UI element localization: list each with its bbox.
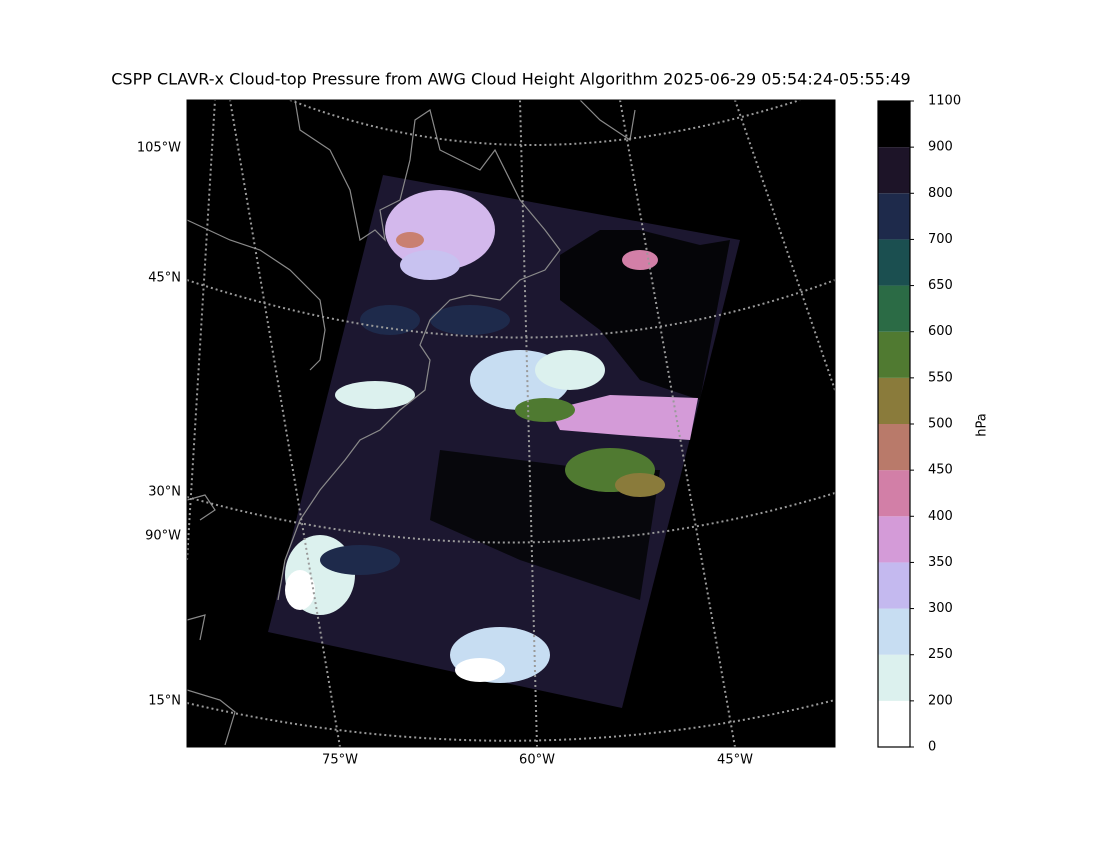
colorbar-label: hPa bbox=[975, 413, 990, 436]
colorbar: 0 200 250 300 350 400 450 500 550 600 650 700 800 900… bbox=[877, 94, 990, 755]
colorbar-tick-label: 1100 bbox=[928, 94, 961, 109]
lon-label: 45°W bbox=[717, 753, 753, 768]
colorbar-segment bbox=[878, 193, 910, 240]
colorbar-tick-label: 700 bbox=[928, 232, 953, 247]
colorbar-tick-label: 550 bbox=[928, 370, 953, 385]
map-labels: 75°W 60°W 45°W 105°W 45°N 30°N 90°W 15°N bbox=[137, 141, 753, 768]
lat-label: 90°W bbox=[145, 529, 181, 544]
title: CSPP CLAVR-x Cloud-top Pressure from AWG… bbox=[111, 70, 910, 89]
map-panel bbox=[186, 99, 836, 748]
colorbar-tick-label: 300 bbox=[928, 601, 953, 616]
colorbar-segment bbox=[878, 608, 910, 655]
colorbar-tick-label: 650 bbox=[928, 278, 953, 293]
graticule bbox=[187, 100, 835, 747]
colorbar-tick-label: 900 bbox=[928, 140, 953, 155]
colorbar-segment bbox=[878, 239, 910, 286]
lat-label: 30°N bbox=[148, 485, 181, 500]
lat-label: 105°W bbox=[137, 141, 181, 156]
colorbar-segment bbox=[878, 331, 910, 378]
colorbar-tick-label: 400 bbox=[928, 509, 953, 524]
lon-label: 60°W bbox=[519, 753, 555, 768]
coastlines bbox=[187, 100, 636, 746]
colorbar-segment bbox=[878, 700, 910, 747]
colorbar-tick-label: 500 bbox=[928, 417, 953, 432]
lat-label: 45°N bbox=[148, 271, 181, 286]
colorbar-tick-label: 250 bbox=[928, 647, 953, 662]
colorbar-tick-label: 0 bbox=[928, 740, 936, 755]
map-frame bbox=[186, 99, 836, 748]
colorbar-tick-label: 600 bbox=[928, 324, 953, 339]
colorbar-segment bbox=[878, 101, 910, 148]
colorbar-segment bbox=[878, 562, 910, 609]
colorbar-segment bbox=[878, 147, 910, 194]
colorbar-tick-label: 800 bbox=[928, 186, 953, 201]
colorbar-tick-label: 350 bbox=[928, 555, 953, 570]
lat-label: 15°N bbox=[148, 694, 181, 709]
colorbar-segment bbox=[878, 516, 910, 563]
lon-label: 75°W bbox=[322, 753, 358, 768]
cloud-features bbox=[285, 190, 730, 683]
colorbar-tick-label: 450 bbox=[928, 463, 953, 478]
colorbar-segment bbox=[878, 377, 910, 424]
colorbar-segment bbox=[878, 470, 910, 517]
colorbar-segment bbox=[878, 654, 910, 701]
colorbar-segment bbox=[878, 285, 910, 332]
colorbar-segment bbox=[878, 424, 910, 471]
colorbar-tick-label: 200 bbox=[928, 693, 953, 708]
